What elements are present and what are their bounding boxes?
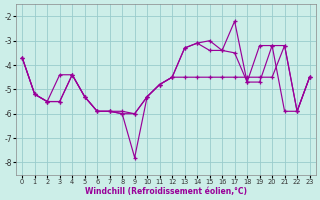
X-axis label: Windchill (Refroidissement éolien,°C): Windchill (Refroidissement éolien,°C) <box>85 187 247 196</box>
